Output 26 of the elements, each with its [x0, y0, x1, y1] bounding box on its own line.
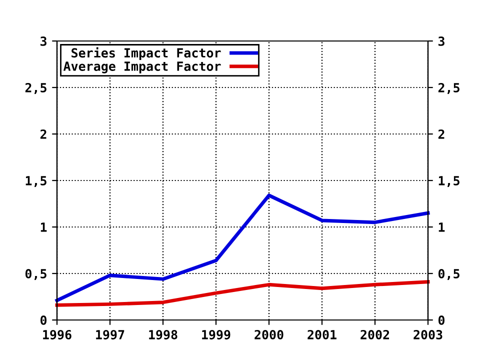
- legend-label: Average Impact Factor: [63, 62, 221, 74]
- x-tick-label: 1996: [43, 330, 72, 340]
- line-series: [55, 194, 430, 302]
- x-tick-label: 1997: [96, 330, 124, 340]
- y2-tick-label: 3: [438, 36, 444, 46]
- x-tick-label: 1998: [149, 330, 178, 340]
- y-tick-label: 2,5: [25, 82, 46, 94]
- legend-label: Series Impact Factor: [72, 47, 221, 60]
- y2-tick-label: 2: [438, 129, 444, 139]
- y2-tick-label: 0: [438, 315, 444, 325]
- y2-tick-label: 0,5: [438, 268, 460, 280]
- y2-tick-label: 1: [438, 222, 445, 232]
- y-tick-label: 3: [40, 36, 46, 46]
- y2-tick-label: 2,5: [438, 82, 460, 94]
- x-tick-label: 2003: [414, 330, 442, 340]
- y-tick-label: 2: [40, 129, 46, 139]
- x-tick-label: 2002: [360, 330, 390, 340]
- y-tick-label: 0: [40, 315, 47, 325]
- x-tick-label: 2001: [308, 330, 336, 340]
- y-tick-label: 0,5: [25, 268, 46, 280]
- y-tick-label: 1: [40, 222, 47, 232]
- x-tick-label: 1999: [202, 330, 230, 340]
- y-tick-label: 1,5: [26, 176, 46, 187]
- line-series: [55, 280, 430, 307]
- x-tick-label: 2000: [254, 330, 284, 340]
- y2-tick-label: 1,5: [438, 176, 460, 187]
